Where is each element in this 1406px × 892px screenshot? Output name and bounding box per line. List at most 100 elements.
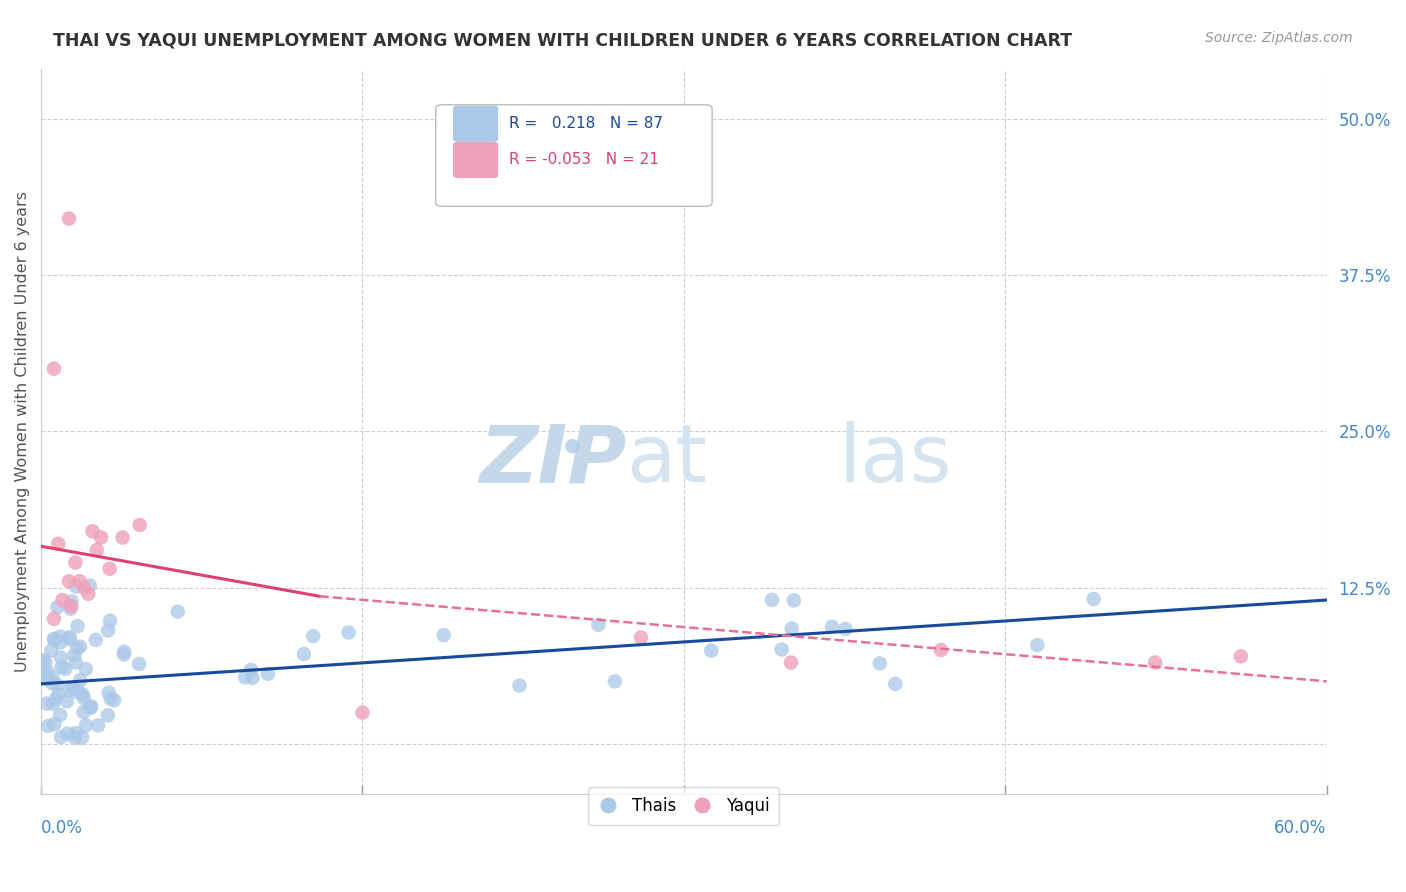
Point (128, 657, 150, 671)
Legend: Thais, Yaqui: Thais, Yaqui (588, 788, 779, 825)
Point (63, 731, 86, 745)
Text: THAI VS YAQUI UNEMPLOYMENT AMONG WOMEN WITH CHILDREN UNDER 6 YEARS CORRELATION C: THAI VS YAQUI UNEMPLOYMENT AMONG WOMEN W… (53, 31, 1073, 49)
Point (69, 574, 91, 589)
Point (65, 726, 87, 740)
Point (292, 647, 315, 661)
Point (42, 361, 65, 376)
Point (112, 648, 135, 662)
Point (59, 630, 82, 644)
Text: 0.0%: 0.0% (41, 819, 83, 837)
Point (98, 614, 121, 628)
Point (821, 620, 844, 634)
Point (770, 642, 793, 657)
Point (1230, 649, 1253, 664)
Text: at: at (626, 421, 707, 500)
Point (128, 518, 150, 533)
Point (630, 631, 652, 645)
Point (869, 657, 891, 671)
Point (433, 628, 456, 642)
Point (46, 678, 69, 692)
Point (98, 562, 121, 576)
Point (112, 645, 135, 659)
Point (97, 624, 120, 638)
Point (834, 622, 856, 636)
Point (73, 691, 96, 706)
Point (72, 687, 94, 701)
Point (37, 665, 59, 679)
Point (72, 705, 94, 719)
Point (41, 670, 63, 684)
Point (588, 617, 610, 632)
Point (35, 697, 58, 711)
Point (884, 677, 907, 691)
Point (242, 671, 264, 685)
Point (51, 593, 73, 607)
Point (508, 679, 530, 693)
Point (60, 594, 83, 608)
Point (97, 708, 120, 723)
Point (41, 676, 63, 690)
FancyBboxPatch shape (454, 143, 498, 178)
Point (49, 730, 72, 744)
FancyBboxPatch shape (436, 104, 711, 206)
Point (46, 688, 69, 702)
Point (65, 556, 87, 570)
Point (75, 718, 97, 732)
Point (58, 211, 80, 226)
Text: R = -0.053   N = 21: R = -0.053 N = 21 (509, 153, 659, 168)
Text: las: las (838, 421, 952, 500)
Point (60, 599, 83, 614)
Text: 60.0%: 60.0% (1274, 819, 1327, 837)
Point (166, 605, 188, 619)
Point (780, 622, 803, 636)
Point (46, 537, 69, 551)
Text: ZIP: ZIP (478, 421, 626, 500)
Point (103, 693, 125, 707)
Point (62, 681, 84, 695)
Point (37, 673, 59, 687)
Point (929, 643, 952, 657)
Point (100, 691, 122, 706)
Point (56, 694, 79, 708)
Point (59, 601, 82, 615)
Point (65, 579, 87, 593)
Point (111, 531, 134, 545)
Point (63, 648, 86, 662)
Point (87, 718, 110, 732)
Point (58, 574, 80, 589)
Point (42, 697, 65, 711)
Point (1026, 638, 1049, 652)
Point (780, 656, 803, 670)
Point (97, 686, 120, 700)
Point (42, 612, 65, 626)
Point (1144, 656, 1167, 670)
Point (79, 701, 101, 715)
Point (66, 619, 89, 633)
Point (32, 653, 55, 667)
Point (44, 717, 66, 731)
Point (84, 632, 107, 647)
Point (233, 670, 256, 684)
Point (561, 439, 583, 453)
Point (53, 662, 76, 676)
Point (65, 656, 87, 670)
Point (73, 581, 96, 595)
Point (75, 662, 97, 676)
Point (66, 640, 89, 655)
Point (603, 674, 626, 689)
Point (337, 625, 360, 640)
Point (51, 659, 73, 673)
Point (700, 643, 723, 657)
Point (41, 643, 63, 657)
Point (34, 655, 56, 669)
Point (69, 673, 91, 688)
Y-axis label: Unemployment Among Women with Children Under 6 years: Unemployment Among Women with Children U… (15, 191, 30, 672)
Point (69, 640, 91, 654)
Point (70, 731, 93, 745)
Point (257, 666, 280, 681)
Point (49, 635, 72, 649)
Point (82, 524, 104, 539)
Point (1083, 592, 1105, 607)
Point (42, 632, 65, 647)
Point (58, 683, 80, 698)
